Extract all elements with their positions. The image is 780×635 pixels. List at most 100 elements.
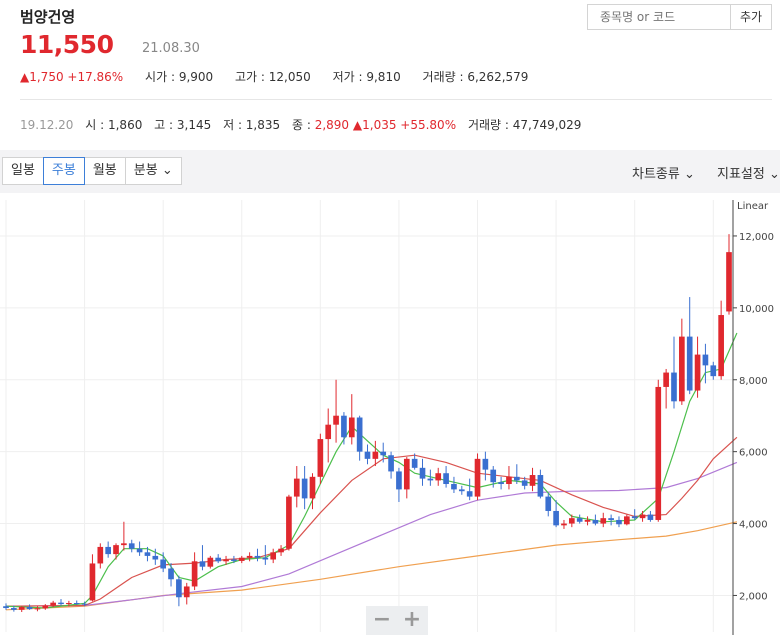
price-date: 21.08.30: [142, 41, 200, 56]
candle-body: [427, 478, 434, 481]
candle-body: [411, 458, 418, 468]
zoom-in-button[interactable]: +: [402, 607, 422, 632]
y-axis: 2,000 4,000 6,000 8,000 10,000 12,000: [733, 232, 774, 602]
candle-body: [278, 548, 284, 553]
candle-body: [73, 603, 80, 605]
candle-body: [506, 476, 512, 485]
candle-body: [191, 561, 198, 587]
open-value: 9,900: [178, 70, 214, 84]
candle-body: [655, 386, 662, 520]
candle-body: [136, 548, 143, 553]
ma5-line: [5, 332, 738, 609]
candle-body: [521, 480, 528, 486]
zoom-controls: − +: [366, 606, 428, 635]
ma60-line: [5, 461, 738, 607]
candle-body: [89, 563, 96, 601]
candle-body: [207, 557, 214, 567]
candle-body: [199, 561, 206, 567]
chevron-down-icon: ⌄: [764, 167, 780, 182]
y-tick-label: 8,000: [739, 376, 768, 387]
chevron-down-icon: ⌄: [161, 163, 173, 178]
candle-body: [160, 559, 167, 569]
candle-body: [584, 519, 591, 522]
candle-body: [3, 606, 9, 609]
price-summary: ▲1,750 +17.86% 시가 : 9,900 고가 : 12,050 저가…: [20, 70, 529, 84]
candle-info: 19.12.20 시 : 1,860 고 : 3,145 저 : 1,835 종…: [20, 118, 582, 132]
tab-minute[interactable]: 분봉 ⌄: [124, 157, 182, 185]
candle-body: [718, 315, 724, 377]
candle-body: [286, 496, 292, 549]
candle-high: 3,145: [176, 118, 212, 132]
candle-volume-label: 거래량: [467, 118, 502, 132]
period-tabs: 일봉 주봉 월봉 분봉 ⌄: [2, 157, 182, 185]
candle-body: [458, 489, 465, 492]
indicator-settings-button[interactable]: 지표설정 ⌄: [717, 163, 780, 182]
current-price: 11,550: [20, 30, 114, 59]
candle-body: [356, 417, 363, 452]
candlestick-chart[interactable]: 2,000 4,000 6,000 8,000 10,000 12,000 Linear: [0, 200, 780, 635]
candle-open: 1,860: [107, 118, 143, 132]
candle-body: [482, 458, 489, 470]
candle-close: 2,890: [314, 118, 350, 132]
candle-body: [474, 458, 481, 497]
candle-body: [231, 559, 237, 561]
candle-body: [694, 354, 701, 391]
low-value: 9,810: [366, 70, 401, 84]
candle-body: [128, 543, 135, 549]
candle-body: [443, 473, 449, 485]
chart-type-label: 차트종류: [632, 167, 680, 182]
candle-body: [11, 608, 17, 610]
candle-body: [608, 518, 614, 520]
candle-body: [293, 478, 300, 497]
chart-type-button[interactable]: 차트종류 ⌄: [632, 163, 695, 182]
candle-body: [686, 336, 693, 391]
candle-body: [341, 415, 347, 438]
candle-body: [333, 415, 339, 425]
candle-body: [435, 473, 442, 481]
y-tick-label: 10,000: [739, 304, 774, 315]
tab-daily[interactable]: 일봉: [2, 157, 44, 185]
candle-body: [168, 568, 174, 580]
candle-body: [553, 510, 559, 526]
add-button[interactable]: 추가: [731, 4, 772, 30]
y-tick-label: 6,000: [739, 448, 768, 459]
candle-body: [348, 417, 355, 438]
candle-body: [50, 602, 56, 606]
tab-weekly[interactable]: 주봉: [42, 157, 85, 185]
candle-body: [624, 516, 630, 525]
candle-body: [380, 451, 387, 456]
candle-low-label: 저: [223, 118, 235, 132]
y-tick-label: 12,000: [739, 232, 774, 243]
candle-body: [639, 514, 646, 519]
candle-body: [702, 354, 709, 366]
candle-body: [419, 467, 426, 479]
candle-body: [238, 557, 245, 561]
high-value: 12,050: [268, 70, 311, 84]
divider: [20, 99, 772, 100]
stock-name: 범양건영: [20, 8, 76, 26]
candle-body: [576, 518, 583, 522]
tab-minute-label: 분봉: [133, 163, 158, 178]
chart-grid: [0, 200, 733, 632]
candle-body: [42, 605, 49, 609]
candle-body: [325, 424, 332, 440]
ma120-line: [5, 521, 738, 611]
candle-body: [671, 372, 677, 402]
tab-monthly[interactable]: 월봉: [83, 157, 126, 185]
candle-body: [364, 451, 371, 459]
candle-body: [215, 557, 222, 562]
candle-body: [679, 336, 685, 402]
candle-body: [144, 552, 151, 556]
candle-open-label: 시: [85, 118, 97, 132]
candle-body: [647, 514, 654, 520]
candle-body: [403, 458, 410, 490]
candle-body: [121, 543, 127, 546]
candle-body: [513, 476, 520, 481]
high-label: 고가: [235, 70, 258, 84]
candle-body: [97, 546, 104, 564]
candle-date: 19.12.20: [20, 118, 74, 132]
search-input[interactable]: [587, 4, 731, 30]
open-label: 시가: [145, 70, 168, 84]
candle-body: [592, 519, 599, 524]
zoom-out-button[interactable]: −: [372, 607, 392, 632]
